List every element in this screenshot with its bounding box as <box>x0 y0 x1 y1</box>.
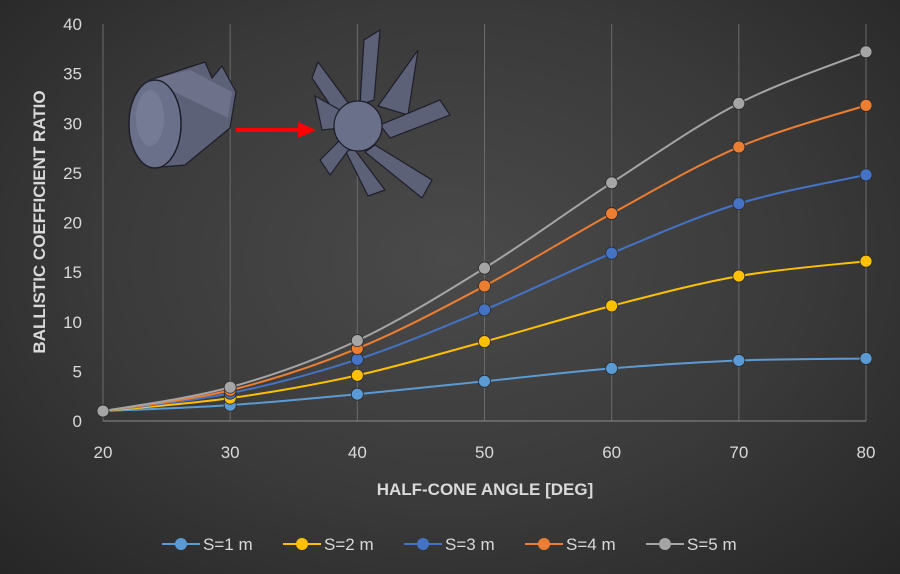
data-point <box>350 368 364 382</box>
data-point <box>732 269 746 283</box>
series-lines <box>96 45 873 418</box>
legend-item: S=3 m <box>404 535 495 554</box>
data-point <box>478 374 491 388</box>
data-point <box>605 361 619 375</box>
data-point <box>859 168 873 182</box>
legend-label: S=5 m <box>687 535 737 554</box>
folded-cone-icon <box>128 61 237 169</box>
legend-label: S=2 m <box>324 535 374 554</box>
data-point <box>859 254 873 268</box>
legend-marker <box>296 538 308 550</box>
inset-illustration <box>128 28 451 199</box>
x-tick-label: 80 <box>857 443 876 462</box>
y-axis-title: BALLISTIC COEFFICIENT RATIO <box>30 90 49 353</box>
data-point <box>223 380 237 394</box>
data-point <box>478 261 491 275</box>
legend-item: S=4 m <box>525 535 616 554</box>
legend-marker <box>417 538 429 550</box>
legend-item: S=5 m <box>646 535 737 554</box>
data-point <box>859 45 873 59</box>
deployed-petals-icon <box>311 28 451 199</box>
x-tick-label: 20 <box>94 443 113 462</box>
data-point <box>732 197 746 211</box>
x-tick-label: 40 <box>348 443 367 462</box>
x-tick-label: 70 <box>729 443 748 462</box>
series-5 <box>96 45 873 418</box>
legend-item: S=2 m <box>283 535 374 554</box>
y-tick-label: 25 <box>63 164 82 183</box>
x-tick-label: 30 <box>221 443 240 462</box>
data-point <box>605 207 619 220</box>
y-tick-label: 0 <box>73 412 82 431</box>
legend-item: S=1 m <box>162 535 253 554</box>
x-tick-labels: 20 30 40 50 60 70 80 <box>94 443 876 462</box>
data-point <box>478 303 491 317</box>
data-point <box>350 334 364 348</box>
legend-marker <box>175 538 187 550</box>
data-point <box>732 140 746 154</box>
legend-marker <box>659 538 671 550</box>
y-tick-label: 35 <box>63 65 82 84</box>
legend-marker <box>538 538 550 550</box>
data-point <box>605 176 619 190</box>
data-point <box>605 246 619 260</box>
legend-label: S=4 m <box>566 535 616 554</box>
legend-label: S=1 m <box>203 535 253 554</box>
data-point <box>96 404 110 418</box>
data-point <box>478 279 491 293</box>
data-point <box>859 352 873 365</box>
y-tick-label: 5 <box>73 362 82 381</box>
x-tick-label: 60 <box>602 443 621 462</box>
y-tick-label: 30 <box>63 114 82 133</box>
y-tick-label: 15 <box>63 263 82 282</box>
y-tick-label: 20 <box>63 214 82 233</box>
legend-label: S=3 m <box>445 535 495 554</box>
data-point <box>478 335 491 349</box>
y-tick-label: 10 <box>63 313 82 332</box>
data-point <box>732 97 746 110</box>
data-point <box>859 98 873 112</box>
x-tick-label: 50 <box>475 443 494 462</box>
y-tick-labels: 0 5 10 15 20 25 30 35 40 <box>63 15 82 431</box>
x-axis-title: HALF-CONE ANGLE [DEG] <box>377 480 594 499</box>
data-point <box>732 354 746 367</box>
data-point <box>605 299 619 313</box>
data-point <box>350 387 364 401</box>
right-arrow-icon <box>236 122 316 138</box>
legend: S=1 m S=2 m S=3 m S=4 m S=5 m <box>162 535 737 554</box>
y-tick-label: 40 <box>63 15 82 34</box>
data-point <box>350 353 364 366</box>
